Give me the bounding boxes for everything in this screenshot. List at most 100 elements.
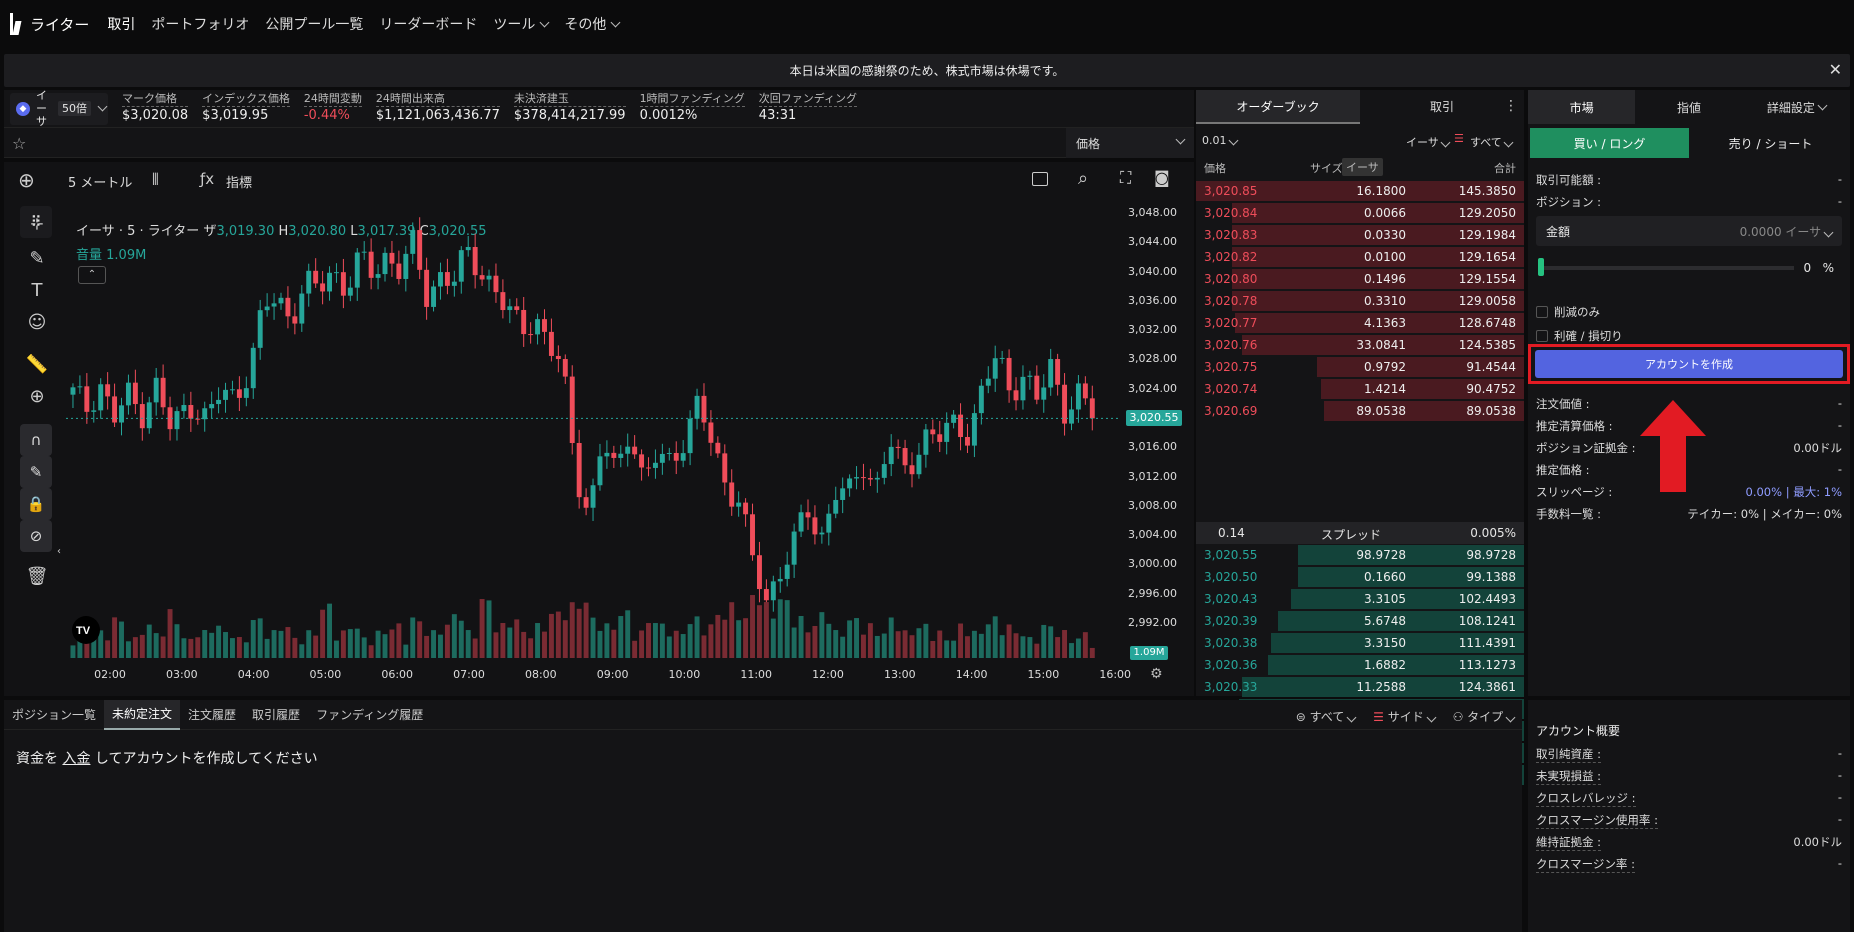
indicators-button[interactable]: 指標 [226,176,253,191]
sell-short-button[interactable]: 売り / ショート [1691,128,1850,158]
tab-funding-history[interactable]: ファンディング履歴 [316,708,424,722]
ask-row[interactable]: 3,020.80 0.1496 129.1554 [1196,268,1524,290]
zoom-search-icon[interactable]: ⌕ [1078,168,1089,189]
nav-trade[interactable]: 取引 [107,17,136,33]
volume-bar [132,637,138,658]
layout-icon[interactable] [1032,172,1048,186]
tradingview-logo-icon[interactable] [72,616,100,644]
bid-row[interactable]: 3,020.39 5.6748 108.1241 [1196,610,1524,632]
ask-row[interactable]: 3,020.84 0.0066 129.2050 [1196,202,1524,224]
fullscreen-icon[interactable]: ⛶ [1120,168,1132,187]
brush-icon[interactable]: ✎ [29,248,45,269]
zoom-in-icon[interactable]: ⊕ [29,386,45,407]
close-value: 3,020.55 [428,224,487,239]
close-icon[interactable]: ✕ [1828,60,1842,79]
bid-row[interactable]: 3,020.55 98.9728 98.9728 [1196,544,1524,566]
ask-row[interactable]: 3,020.69 89.0538 89.0538 [1196,400,1524,422]
chevron-left-icon[interactable]: ‹ [57,546,61,557]
size-slider[interactable] [1538,258,1794,276]
lock-drawing-icon[interactable]: ✎ [20,456,52,488]
symbol-selector[interactable]: ◆ イーサ 50倍 [10,89,108,128]
create-account-button[interactable]: アカウントを作成 [1535,350,1843,378]
reduce-only-checkbox[interactable]: 削減のみ [1536,304,1600,320]
unit-select[interactable]: イーサ [1406,134,1451,150]
tab-trades[interactable]: 取引 [1429,99,1454,114]
ask-row[interactable]: 3,020.83 0.0330 129.1984 [1196,224,1524,246]
interval-select[interactable]: 5 メートル [68,176,133,191]
checkbox-box[interactable] [1536,306,1548,318]
ask-row[interactable]: 3,020.82 0.0100 129.1654 [1196,246,1524,268]
tick-size-select[interactable]: 0.01 [1202,134,1239,147]
orderbook-tabs: オーダーブック 取引 ⋮ [1196,90,1524,124]
order-price: 3,020.84 [1204,206,1258,220]
price-select[interactable]: 価格 [1066,128,1194,158]
ask-row[interactable]: 3,020.77 4.1363 128.6748 [1196,312,1524,334]
crosshair-icon[interactable]: ⊹ [30,214,44,233]
ruler-icon[interactable]: 📏 [25,354,49,375]
tick-size-value: 0.01 [1202,134,1227,147]
nav-public-pools[interactable]: 公開プール一覧 [265,17,364,33]
trash-icon[interactable]: 🗑 [25,566,49,587]
add-icon[interactable]: ⊕ [18,168,35,192]
ask-row[interactable]: 3,020.85 16.1800 145.3850 [1196,180,1524,202]
percent-input[interactable]: 0 % [1798,256,1835,280]
tab-orderbook[interactable]: オーダーブック [1196,90,1360,124]
ask-row[interactable]: 3,020.78 0.3310 129.0058 [1196,290,1524,312]
slippage-value[interactable]: 0.00% | 最大: 1% [1745,485,1843,499]
camera-icon[interactable]: ◙ [1154,168,1170,187]
ask-row[interactable]: 3,020.76 33.0841 124.5385 [1196,334,1524,356]
candle-body [611,452,617,458]
slider-handle[interactable] [1538,258,1544,276]
logo[interactable]: ライター [8,13,89,35]
collapse-legend-button[interactable]: ⌃ [78,266,106,284]
amount-input[interactable]: 金額 0.0000 イーサ [1536,216,1842,246]
more-vertical-icon[interactable]: ⋮ [1504,98,1518,114]
price-chart[interactable]: ⊕ 5 メートル ⫴ ƒx 指標 ⌕ ⛶ ◙ ⠿ ⊹ ✎ T ☺ 📏 ⊕ ∩ ✎… [4,162,1194,696]
favorite-star-icon[interactable]: ☆ [12,134,27,153]
bid-row[interactable]: 3,020.50 0.1660 99.1388 [1196,566,1524,588]
ask-row[interactable]: 3,020.74 1.4214 90.4752 [1196,378,1524,400]
drag-handle-icon[interactable]: ⠿ [20,206,52,238]
checkbox-box[interactable] [1536,330,1548,342]
text-tool-icon[interactable]: T [31,280,43,301]
emoji-icon[interactable]: ☺ [27,312,47,333]
bid-row[interactable]: 3,020.36 1.6882 113.1273 [1196,654,1524,676]
tab-market[interactable]: 市場 [1528,90,1636,124]
lock-icon[interactable]: 🔒 [20,488,52,520]
position-row: ポジション : - [1536,194,1842,210]
hide-icon[interactable]: ⊘ [20,520,52,552]
candle-body [257,310,263,348]
tab-trade-history[interactable]: 取引履歴 [252,708,301,722]
nav-tools[interactable]: ツール [493,14,550,34]
tab-open-orders[interactable]: 未約定注文 [104,699,181,730]
filter-all[interactable]: ⊜ すべて [1296,708,1357,725]
candle-body [930,429,936,435]
ask-row[interactable]: 3,020.75 0.9792 91.4544 [1196,356,1524,378]
top-nav: ライター 取引 ポートフォリオ 公開プール一覧 リーダーボード ツール その他 [0,0,1854,48]
bid-row[interactable]: 3,020.38 3.3150 111.4391 [1196,632,1524,654]
filter-side[interactable]: ☰ サイド [1373,708,1437,725]
tab-order-history[interactable]: 注文履歴 [188,708,237,722]
tab-positions[interactable]: ポジション一覧 [12,708,97,722]
detail-label: スリッページ : [1536,485,1613,499]
nav-leaderboard[interactable]: リーダーボード [379,17,478,33]
bid-row[interactable]: 3,020.33 11.2588 124.3861 [1196,676,1524,698]
deposit-link[interactable]: 入金 [62,751,91,767]
tab-limit[interactable]: 指値 [1676,100,1701,115]
tab-advanced[interactable]: 詳細設定 [1743,90,1850,124]
buy-long-button[interactable]: 買い / ロング [1530,128,1689,158]
nav-more[interactable]: その他 [564,14,621,34]
candle-body [736,502,742,507]
filter-type[interactable]: ⚇ タイプ [1453,708,1516,725]
settings-gear-icon[interactable]: ⚙ [1150,666,1163,682]
magnet-icon[interactable]: ∩ [20,424,52,456]
tpsl-checkbox[interactable]: 利確 / 損切り [1536,328,1623,344]
candle-body [340,272,346,296]
bid-row[interactable]: 3,020.43 3.3105 102.4493 [1196,588,1524,610]
function-icon[interactable]: ƒx [200,170,215,188]
candle-body [174,411,180,430]
nav-portfolio[interactable]: ポートフォリオ [151,17,250,33]
candle-type-icon[interactable]: ⫴ [152,170,159,189]
size-unit-toggle[interactable]: イーサ [1342,158,1383,176]
filter-select[interactable]: すべて [1470,134,1514,150]
